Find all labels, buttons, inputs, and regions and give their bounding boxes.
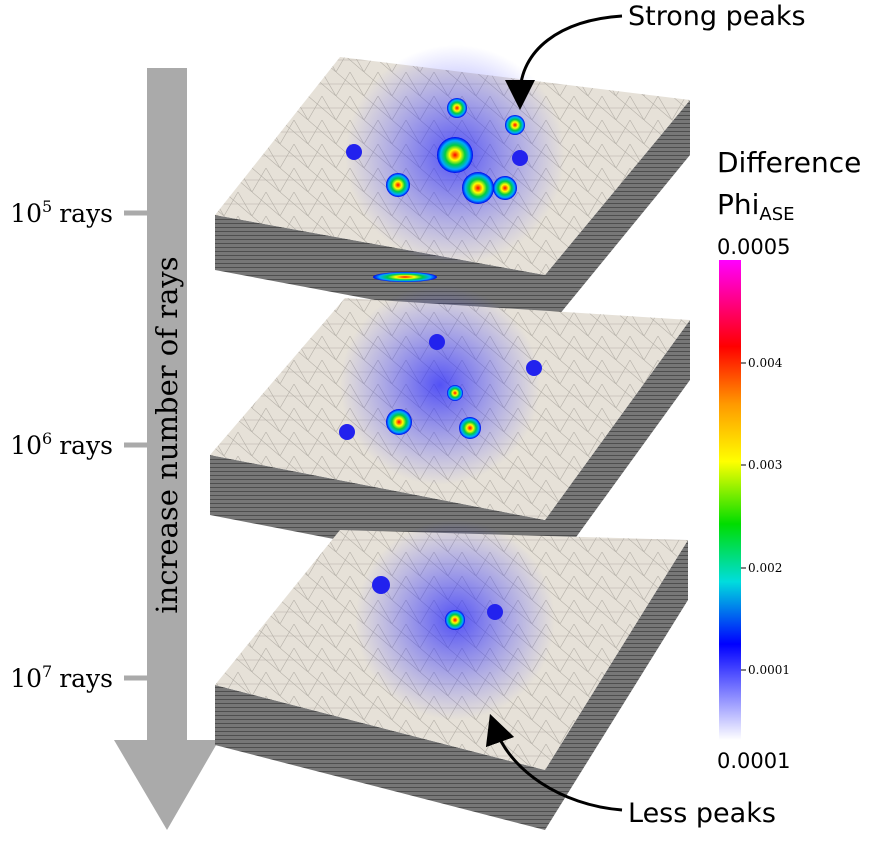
level-label: 105 rays xyxy=(10,197,113,228)
annotation: Strong peaks Less peaks xyxy=(485,1,806,829)
level-label: 107 rays xyxy=(10,662,113,693)
colorbar: Difference PhiASE 0.0005 0.0001 0.004 0.0… xyxy=(717,146,861,773)
colorbar-tick-label: 0.003 xyxy=(748,458,782,472)
slab xyxy=(210,285,690,580)
annotation-text: Strong peaks xyxy=(628,1,806,32)
colorbar-max: 0.0005 xyxy=(717,235,790,259)
colorbar-tick-label: 0.0001 xyxy=(748,663,790,677)
colorbar-tick-label: 0.004 xyxy=(748,356,783,370)
annotation-text: Less peaks xyxy=(628,798,776,829)
colorbar-tick-label: 0.002 xyxy=(748,561,782,575)
slab xyxy=(215,520,688,830)
colorbar-min: 0.0001 xyxy=(717,749,790,773)
colorbar-quantity: PhiASE xyxy=(717,188,795,225)
slab xyxy=(215,45,690,332)
level-label: 106 rays xyxy=(10,429,113,460)
colorbar-title: Difference xyxy=(717,146,861,179)
axis-arrow: increase number of rays xyxy=(114,68,219,830)
axis-label: increase number of rays xyxy=(150,256,184,613)
